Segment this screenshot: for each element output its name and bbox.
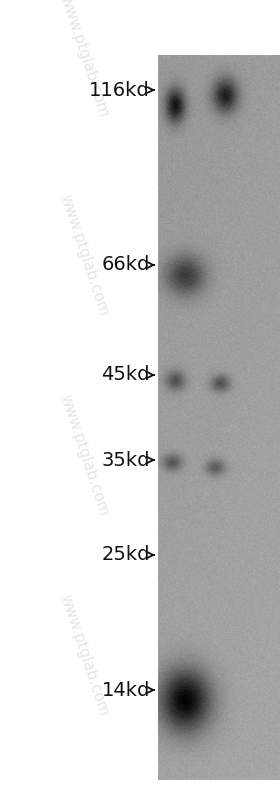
Text: www.ptglab.com: www.ptglab.com — [57, 193, 111, 319]
Text: 14kd: 14kd — [102, 681, 150, 699]
Text: www.ptglab.com: www.ptglab.com — [57, 0, 111, 119]
Text: 45kd: 45kd — [101, 365, 150, 384]
Text: www.ptglab.com: www.ptglab.com — [57, 392, 111, 519]
Text: 25kd: 25kd — [101, 546, 150, 565]
Text: 66kd: 66kd — [102, 256, 150, 275]
Text: 35kd: 35kd — [101, 451, 150, 470]
Text: www.ptglab.com: www.ptglab.com — [57, 592, 111, 718]
Text: 116kd: 116kd — [89, 81, 150, 100]
